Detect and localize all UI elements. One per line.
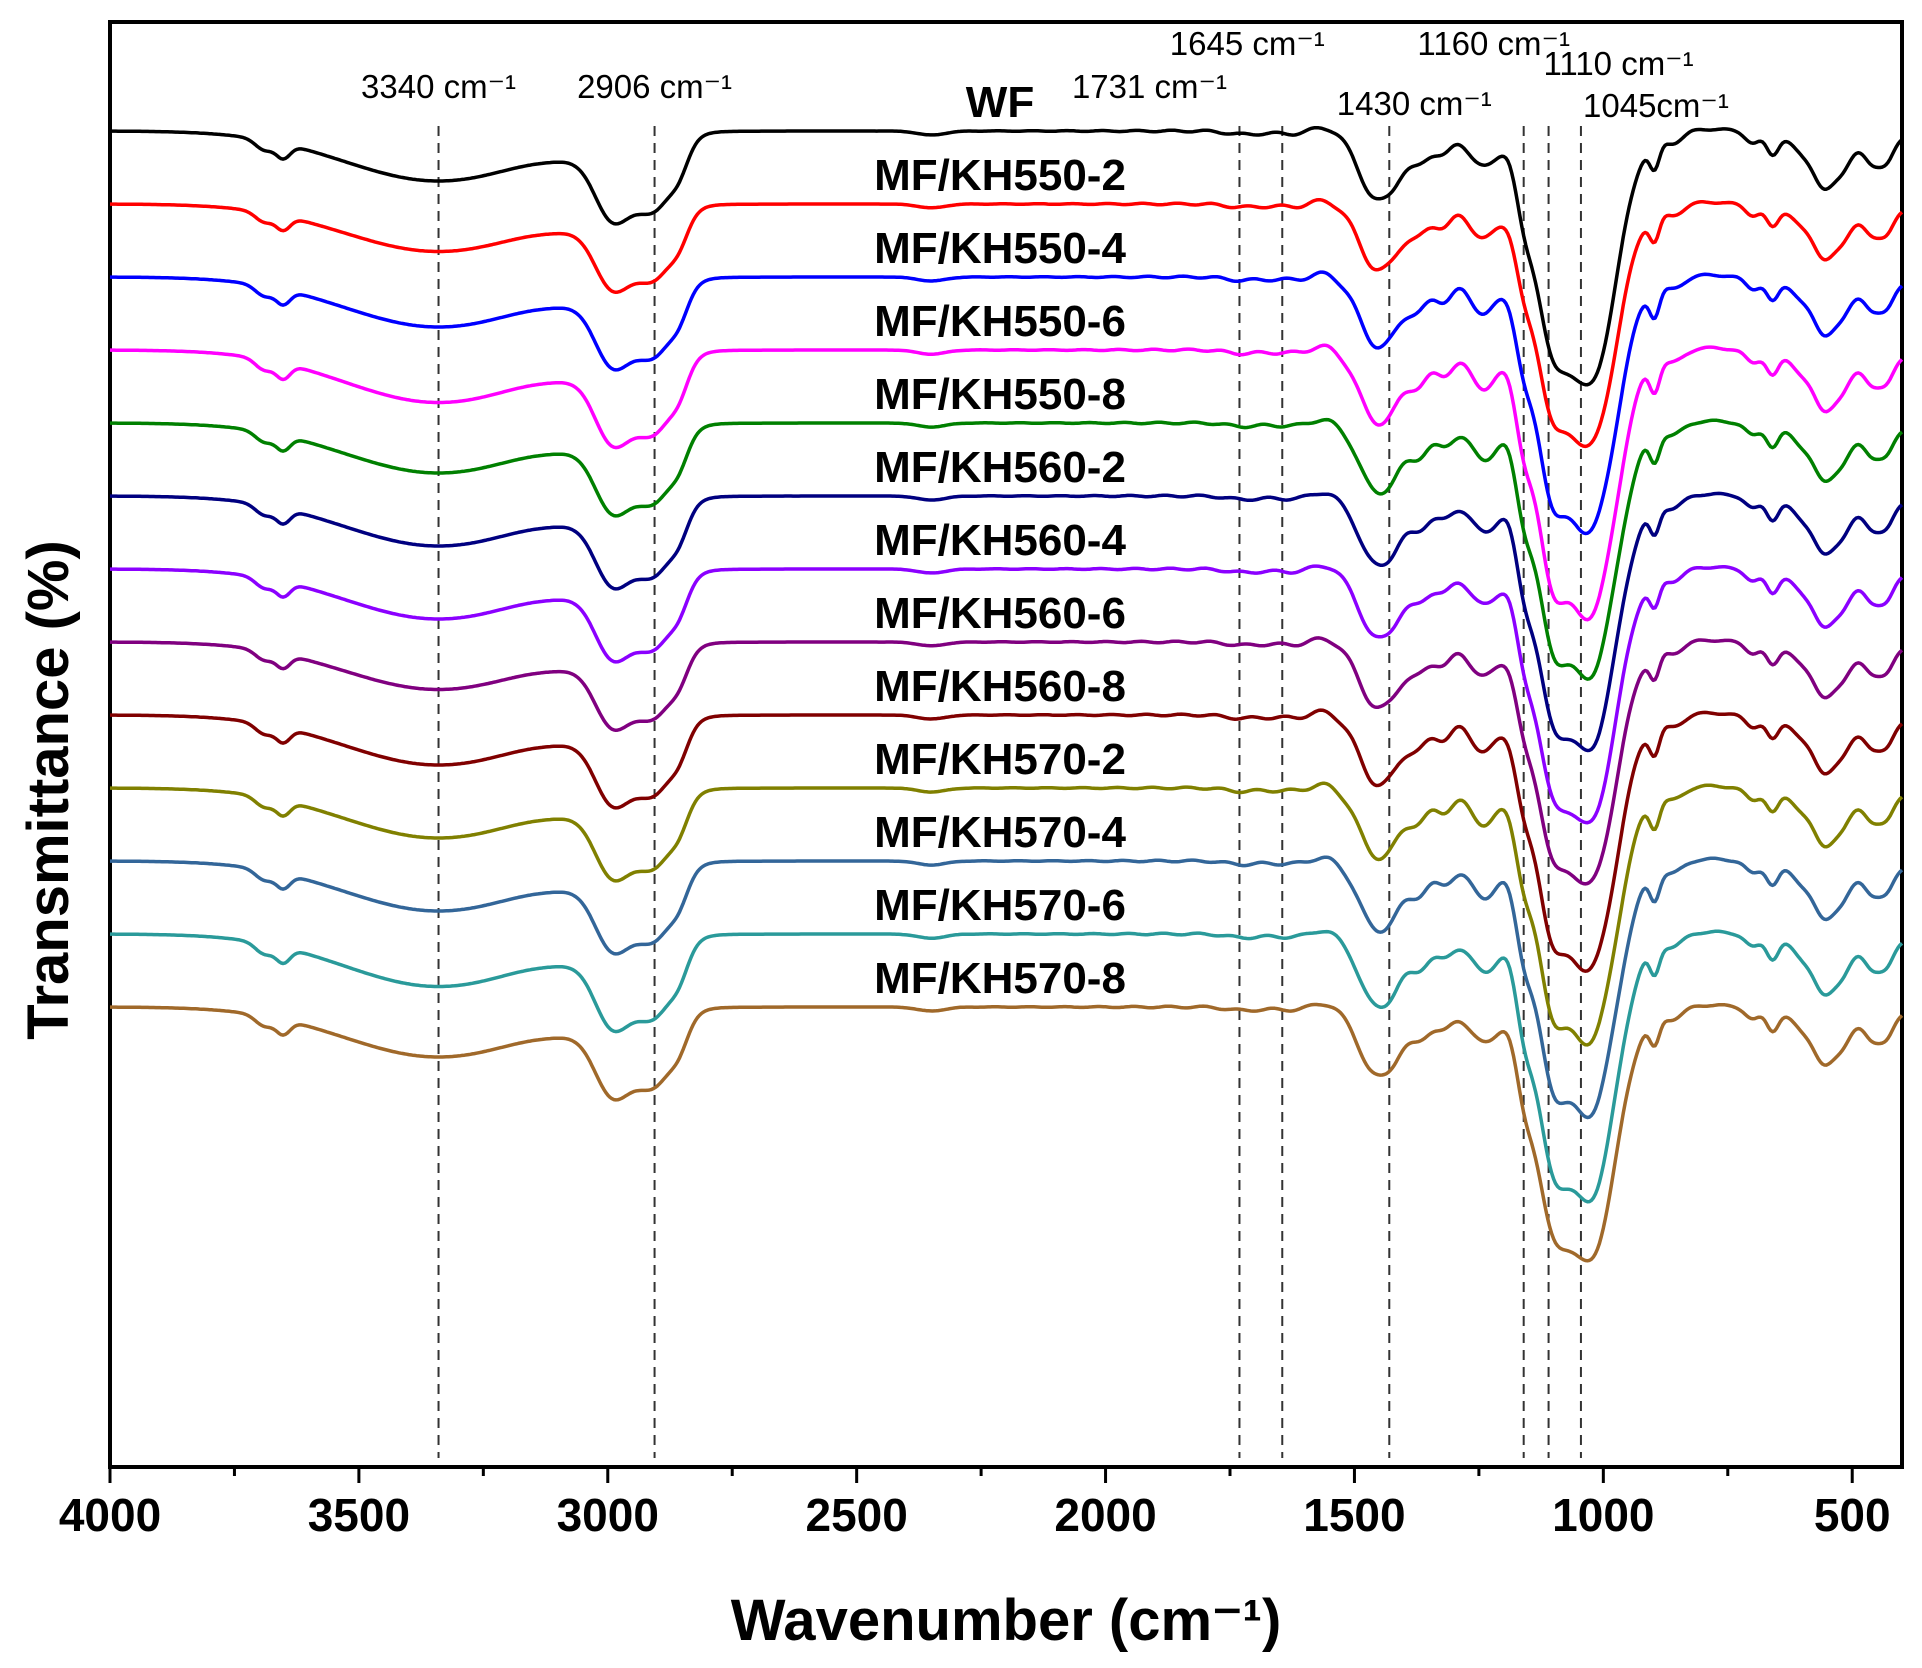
x-tick-label: 3000 — [557, 1489, 659, 1541]
spectrum-line — [110, 491, 1904, 753]
peak-marker-label: 1110 cm⁻¹ — [1544, 45, 1694, 82]
series-label: MF/KH550-6 — [874, 297, 1126, 346]
spectrum-line — [110, 270, 1904, 536]
spectrum-line — [110, 417, 1904, 681]
x-tick-label: 1500 — [1303, 1489, 1405, 1541]
spectrum-line — [110, 1002, 1904, 1263]
spectrum-line — [110, 929, 1904, 1204]
spectrum-line — [110, 708, 1904, 973]
x-axis-title: Wavenumber (cm⁻¹) — [731, 1588, 1282, 1653]
peak-marker-label: 1045cm⁻¹ — [1583, 87, 1729, 124]
spectrum-line — [110, 343, 1904, 622]
x-tick-label: 2000 — [1054, 1489, 1156, 1541]
spectrum-line — [110, 636, 1904, 886]
peak-marker-label: 2906 cm⁻¹ — [577, 68, 732, 105]
series-label: MF/KH560-2 — [874, 443, 1126, 492]
spectrum-line — [110, 564, 1904, 825]
peak-marker-label: 1430 cm⁻¹ — [1337, 85, 1492, 122]
peak-marker-label: 1160 cm⁻¹ — [1417, 25, 1570, 62]
peak-marker-labels: 3340 cm⁻¹ 2906 cm⁻¹ 1731 cm⁻¹ 1645 cm⁻¹ 1430… — [361, 25, 1729, 124]
x-tick-label: 3500 — [308, 1489, 410, 1541]
x-tick-label: 2500 — [805, 1489, 907, 1541]
spectrum-line — [110, 855, 1904, 1120]
spectra-series — [110, 125, 1904, 1263]
series-label: MF/KH550-8 — [874, 370, 1126, 419]
series-labels: WF MF/KH550-2 MF/KH550-4 MF/KH550-6 MF/KH550… — [874, 78, 1126, 1003]
x-tick-label: 4000 — [59, 1489, 161, 1541]
series-label: MF/KH550-2 — [874, 151, 1126, 200]
series-label: MF/KH570-6 — [874, 881, 1126, 930]
plot-frame — [108, 20, 1904, 1469]
series-label: MF/KH550-4 — [874, 224, 1126, 273]
series-label: MF/KH560-4 — [874, 516, 1126, 565]
series-label: WF — [966, 78, 1034, 127]
series-label: MF/KH560-8 — [874, 662, 1126, 711]
x-tick-label: 500 — [1814, 1489, 1891, 1541]
peak-marker-label: 1731 cm⁻¹ — [1072, 68, 1227, 105]
series-label: MF/KH570-4 — [874, 808, 1126, 857]
spectrum-line — [110, 197, 1904, 449]
spectrum-line — [110, 781, 1904, 1047]
y-axis-title: Transmittance (%) — [16, 540, 81, 1040]
series-label: MF/KH570-8 — [874, 954, 1126, 1003]
peak-marker-label: 1645 cm⁻¹ — [1170, 25, 1325, 62]
spectrum-line — [110, 125, 1904, 387]
x-tick-label: 1000 — [1552, 1489, 1654, 1541]
series-label: MF/KH560-6 — [874, 589, 1126, 638]
peak-marker-label: 3340 cm⁻¹ — [361, 68, 516, 105]
peak-marker-lines — [437, 126, 1582, 1458]
series-label: MF/KH570-2 — [874, 735, 1126, 784]
x-axis-ticks: 4000 3500 3000 2500 2000 1500 1000 500 — [59, 1467, 1891, 1541]
